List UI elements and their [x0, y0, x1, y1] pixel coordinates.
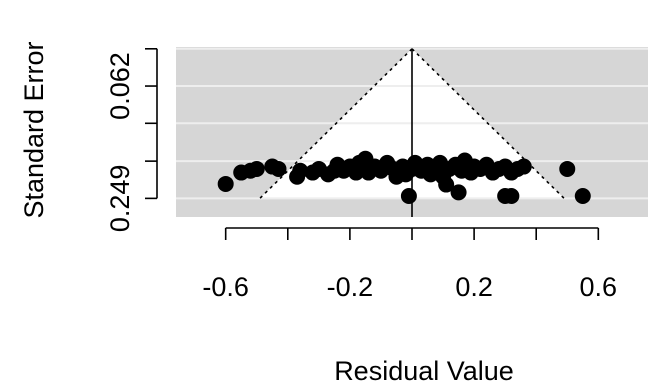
x-axis-title: Residual Value [334, 356, 514, 386]
y-tick-label: 0.062 [105, 52, 135, 120]
x-tick-label: 0.6 [580, 272, 618, 302]
x-tick-label: -0.6 [202, 272, 249, 302]
data-point [248, 160, 265, 177]
y-tick-label: 0.249 [105, 165, 135, 233]
x-tick-label: 0.2 [455, 272, 493, 302]
axes: -0.6 -0.2 0.2 0.6 0.062 0.249 [105, 48, 618, 302]
data-point [400, 187, 417, 204]
data-point [503, 187, 520, 204]
data-point [292, 162, 309, 179]
data-point [438, 176, 455, 193]
y-axis-title: Standard Error [19, 41, 49, 218]
x-tick-label: -0.2 [327, 272, 374, 302]
data-point [450, 184, 467, 201]
funnel-left-boundary [259, 48, 413, 199]
data-point [515, 158, 532, 175]
funnel-right-boundary [411, 48, 565, 199]
data-points [217, 150, 591, 204]
data-point [217, 175, 234, 192]
data-point [559, 160, 576, 177]
data-point [270, 160, 287, 177]
data-point [574, 187, 591, 204]
